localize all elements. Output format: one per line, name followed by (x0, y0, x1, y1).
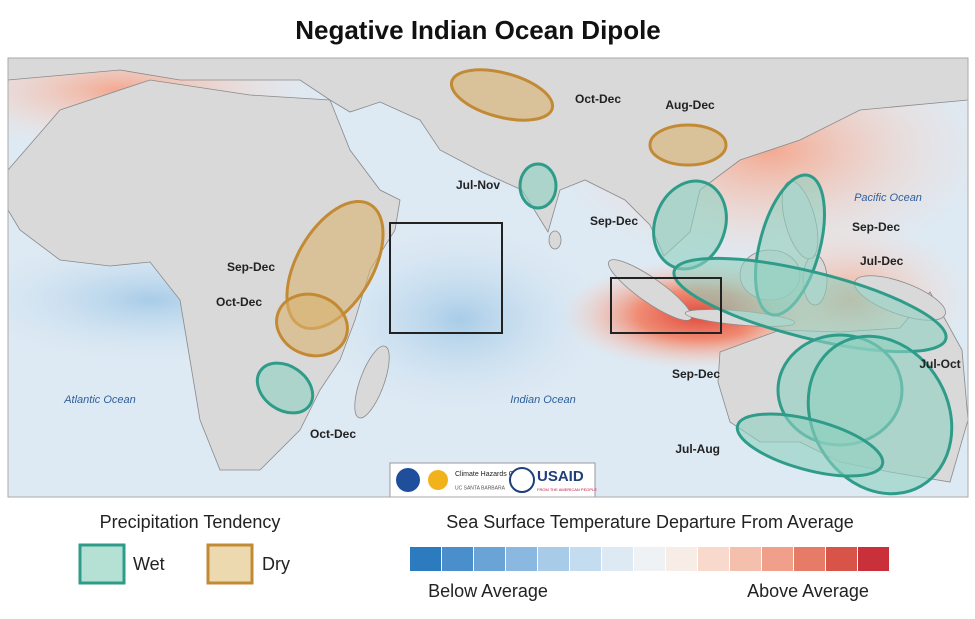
ocean-label: Pacific Ocean (854, 192, 922, 204)
chc-logo (428, 470, 448, 490)
usaid-text: USAID (537, 468, 584, 485)
title: Negative Indian Ocean Dipole (295, 15, 661, 45)
scale-swatch (666, 547, 697, 571)
usaid-seal (509, 467, 535, 493)
ucsb-text: UC SANTA BARBARA (455, 485, 506, 491)
region-label: Jul-Aug (675, 442, 720, 456)
region-outline (735, 412, 885, 478)
wet-label: Wet (133, 554, 165, 574)
region-outline (449, 68, 555, 122)
scale-swatch (442, 547, 473, 571)
region-outline (518, 162, 558, 210)
logo-box (389, 462, 596, 497)
ocean-label: Atlantic Ocean (63, 394, 136, 406)
region-outline (255, 361, 315, 415)
ocean-label: Indian Ocean (510, 394, 575, 406)
logos: Climate Hazards Center UC SANTA BARBARA … (389, 462, 597, 497)
scale-high-label: Above Average (747, 581, 869, 601)
dipole-box-west (389, 222, 503, 334)
scale-swatch (698, 547, 729, 571)
region-outline (275, 292, 349, 358)
scale-swatch (762, 547, 793, 571)
usaid-tagline: FROM THE AMERICAN PEOPLE (537, 487, 597, 492)
map: Oct-Dec Aug-Dec Jul-Nov Sep-Dec Sep-Dec Jul-D… (8, 58, 968, 497)
region-label: Jul-Dec (860, 254, 904, 268)
map-frame (7, 57, 969, 498)
region-label: Sep-Dec (672, 367, 720, 381)
scale-swatch (570, 547, 601, 571)
scale-swatch (538, 547, 569, 571)
dry-label: Dry (262, 554, 290, 574)
region-label: Jul-Nov (456, 178, 500, 192)
scale-swatch (634, 547, 665, 571)
dry-swatch (206, 543, 254, 585)
region-label: Oct-Dec (216, 295, 262, 309)
legend-title: Precipitation Tendency (100, 512, 281, 532)
region-outline (672, 256, 948, 354)
dipole-box-east (610, 277, 722, 334)
region-label: Sep-Dec (227, 260, 275, 274)
scale-swatch (794, 547, 825, 571)
scale-swatch (602, 547, 633, 571)
scale-swatch (858, 547, 889, 571)
scale-swatch (506, 547, 537, 571)
scale-low-label: Below Average (428, 581, 548, 601)
region-label: Sep-Dec (852, 220, 900, 234)
region-label: Oct-Dec (575, 92, 621, 106)
region-outline (648, 123, 728, 167)
region-label: Sep-Dec (590, 214, 638, 228)
region-label: Aug-Dec (665, 98, 715, 112)
sst-scale (410, 547, 889, 571)
region-label: Jul-Oct (919, 357, 960, 371)
scale-swatch (474, 547, 505, 571)
scale-swatch (826, 547, 857, 571)
legend-title: Sea Surface Temperature Departure From A… (446, 512, 854, 532)
chc-text: Climate Hazards Center (455, 471, 530, 478)
noaa-logo (396, 468, 420, 492)
region-label: Oct-Dec (310, 427, 356, 441)
regions: Oct-Dec Aug-Dec Jul-Nov Sep-Dec Sep-Dec Jul-D… (216, 68, 961, 496)
scale-swatch (730, 547, 761, 571)
wet-swatch (78, 543, 126, 585)
scale-swatch (410, 547, 441, 571)
